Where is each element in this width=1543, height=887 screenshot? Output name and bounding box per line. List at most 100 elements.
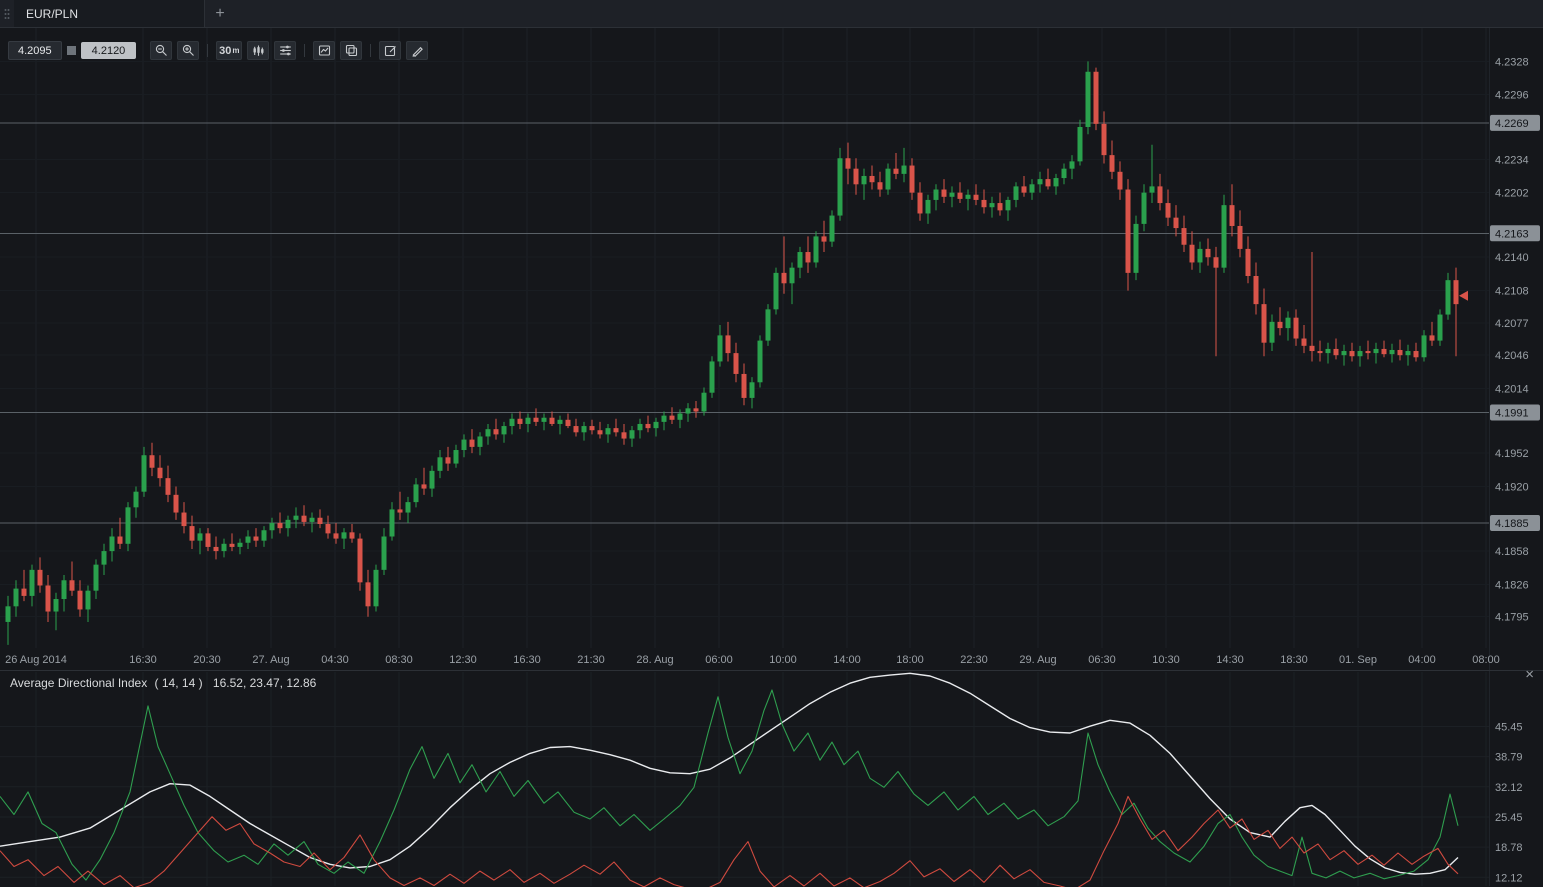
time-axis-label: 18:30 — [1280, 654, 1308, 666]
candle — [85, 585, 91, 622]
candle — [605, 423, 611, 443]
candle — [453, 444, 459, 468]
candle — [165, 465, 171, 503]
candle — [941, 179, 947, 204]
candle — [333, 522, 339, 544]
candle — [1077, 119, 1083, 166]
candle — [493, 418, 499, 440]
chart-type-button[interactable] — [247, 41, 270, 60]
candle — [1221, 194, 1227, 273]
candle — [1389, 343, 1395, 363]
candle — [77, 580, 83, 617]
price-axis[interactable]: 4.2328 4.2296 4.2234 4.2202 4.2140 4.2108 4.20… — [1490, 56, 1540, 624]
candle — [709, 356, 715, 398]
candle — [1293, 309, 1299, 346]
candle — [13, 580, 19, 617]
candle — [533, 408, 539, 427]
timeframe-button[interactable]: 30 m — [216, 41, 243, 60]
toolbar-separator — [370, 44, 372, 57]
indicators-button[interactable] — [274, 41, 297, 60]
zoom-in-icon — [182, 44, 194, 56]
timeframe-unit: m — [232, 46, 240, 55]
candle — [645, 415, 651, 433]
candle — [1253, 262, 1259, 315]
candle — [1205, 238, 1211, 266]
quote-widget: 4.2095 4.2120 — [8, 41, 137, 60]
time-axis-label: 08:00 — [1472, 654, 1500, 666]
time-axis-label: 04:30 — [321, 654, 349, 666]
time-axis-label: 16:30 — [513, 654, 541, 666]
candle — [1333, 338, 1339, 360]
candle — [437, 450, 443, 479]
indicator-params: ( 14, 14 ) — [154, 676, 203, 690]
candle — [277, 512, 283, 534]
candle — [109, 528, 115, 562]
duplicate-chart-button[interactable] — [340, 41, 363, 60]
zoom-out-icon — [155, 44, 167, 56]
adx-indicator-pane: 45.45 38.79 32.12 25.45 18.78 12.12 — [0, 670, 1543, 887]
candle — [949, 186, 955, 208]
zoom-out-button[interactable] — [150, 41, 173, 60]
candle — [717, 324, 723, 367]
candle — [1125, 179, 1131, 291]
time-axis[interactable]: 26 Aug 2014 16:30 20:30 27. Aug 04:30 08:30 12… — [5, 654, 1500, 666]
candle — [181, 502, 187, 534]
candle — [509, 413, 515, 435]
indicators-sliders-icon — [280, 45, 291, 56]
add-tab-button[interactable]: + — [215, 4, 225, 22]
price-level-badge: 4.1885 — [1490, 514, 1540, 531]
candle — [1437, 309, 1443, 346]
annotation-button[interactable] — [379, 41, 402, 60]
toolbar-separator — [207, 44, 209, 57]
indicator-line-adx — [0, 672, 1459, 875]
indicator-close-button[interactable]: × — [1525, 666, 1534, 683]
candle — [685, 403, 691, 422]
candle — [1453, 267, 1459, 357]
candle — [1381, 340, 1387, 358]
candle — [845, 142, 851, 185]
zoom-in-button[interactable] — [177, 41, 200, 60]
svg-text:4.2269: 4.2269 — [1495, 118, 1529, 130]
indicator-axis-label: 45.45 — [1495, 721, 1523, 733]
candle — [45, 575, 51, 622]
candle — [1261, 288, 1267, 357]
candle — [661, 411, 667, 431]
candle — [1053, 173, 1059, 195]
candle — [917, 182, 923, 221]
candle — [173, 486, 179, 520]
candle — [37, 557, 43, 593]
candle — [253, 528, 259, 547]
candle — [477, 432, 483, 456]
price-level-badge: 4.1991 — [1490, 404, 1540, 421]
time-axis-label: 04:00 — [1408, 654, 1436, 666]
indicator-line-plus-di — [0, 689, 1459, 881]
candle — [973, 184, 979, 206]
candle — [629, 426, 635, 447]
candle — [925, 194, 931, 224]
candle — [1085, 61, 1091, 135]
tab-eurpln[interactable]: EUR/PLN — [14, 0, 205, 27]
candle — [853, 158, 859, 195]
candle — [1285, 311, 1291, 341]
drag-handle-icon[interactable] — [0, 0, 14, 27]
buy-price-button[interactable]: 4.2120 — [80, 42, 137, 59]
candle — [117, 517, 123, 550]
sell-price-button[interactable]: 4.2095 — [8, 41, 62, 60]
draw-button[interactable] — [406, 41, 429, 60]
candle — [1269, 314, 1275, 352]
candle — [341, 528, 347, 550]
price-axis-label: 4.2140 — [1495, 252, 1529, 264]
candle — [1189, 231, 1195, 270]
chart-style-button[interactable] — [313, 41, 336, 60]
candlestick-chart-icon — [253, 45, 264, 56]
candle — [693, 401, 699, 418]
indicator-header[interactable]: Average Directional Index ( 14, 14 ) 16.… — [10, 676, 316, 690]
candle — [1117, 161, 1123, 200]
candle — [293, 507, 299, 529]
time-axis-label: 26 Aug 2014 — [5, 654, 67, 666]
candle — [93, 559, 99, 600]
time-axis-label: 27. Aug — [252, 654, 289, 666]
candle — [1005, 196, 1011, 221]
price-level-badge: 4.2269 — [1490, 114, 1540, 131]
